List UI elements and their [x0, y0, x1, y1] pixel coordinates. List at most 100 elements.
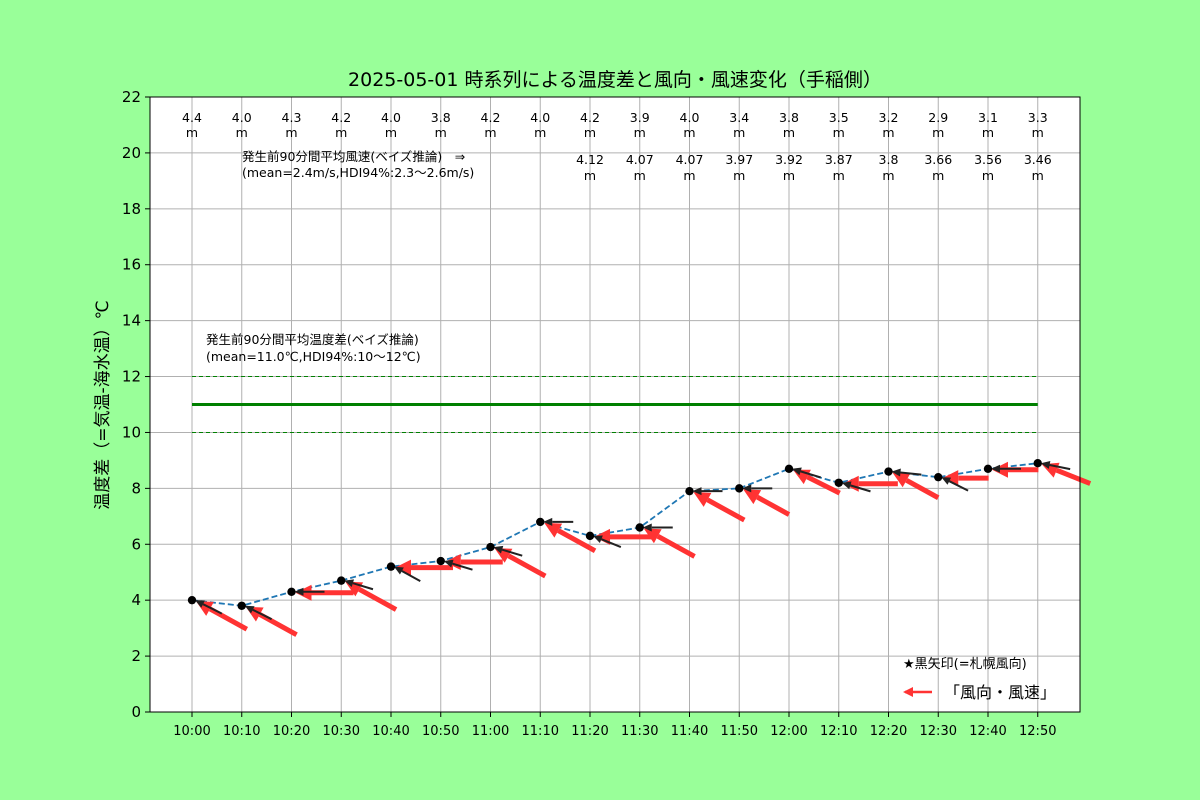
predicted-wind-label: 3.8	[879, 152, 899, 167]
wind-speed-label: 4.0	[680, 110, 700, 125]
wind-speed-label: 3.1	[978, 110, 998, 125]
predicted-wind-label: 4.07	[626, 152, 654, 167]
chart-title: 2025-05-01 時系列による温度差と風向・風速変化（手稲側）	[348, 69, 882, 91]
predicted-wind-label: 3.97	[725, 152, 753, 167]
data-point	[237, 601, 246, 610]
predicted-wind-unit: m	[783, 168, 795, 183]
x-tick-label: 10:10	[223, 724, 260, 739]
wind-arrow-black-head	[593, 535, 603, 543]
wind-arrow-red-head	[892, 472, 911, 488]
wind-speed-unit: m	[435, 125, 447, 140]
wind-speed-label: 3.5	[829, 110, 849, 125]
data-point	[685, 486, 694, 496]
data-point	[884, 467, 893, 476]
data-point	[834, 478, 843, 487]
wind-arrow-black-shaft	[501, 548, 523, 557]
wind-speed-unit: m	[733, 125, 745, 140]
legend: ★黒矢印(=札幌風向) 「風向・風速」	[903, 656, 1056, 702]
wind-arrow-black-shaft	[600, 538, 622, 548]
wind-speed-unit: m	[783, 125, 795, 140]
wind-arrow-black-shaft	[452, 562, 473, 571]
wind-arrow-red	[544, 522, 597, 554]
wind-arrow-red-shaft	[258, 612, 298, 637]
data-point	[287, 587, 296, 596]
wind-arrow-red-head	[693, 492, 712, 507]
wind-speed-unit: m	[385, 125, 397, 140]
wind-arrow-black-shaft	[850, 484, 871, 493]
x-tick-label: 11:30	[621, 724, 658, 739]
wind-arrow-red-shaft	[656, 534, 696, 559]
bayes-temp-label-1: 発生前90分間平均温度差(ベイズ推論)	[206, 332, 419, 347]
wind-arrow-black-head	[991, 464, 1000, 473]
wind-speed-label: 2.9	[928, 110, 948, 125]
wind-arrow-red-shaft	[806, 474, 841, 496]
wind-arrow-black-head	[195, 600, 205, 608]
wind-speed-unit: m	[982, 125, 994, 140]
wind-arrow-red-shaft	[208, 606, 249, 632]
wind-speed-unit: m	[932, 125, 944, 140]
wind-arrow-red-shaft	[557, 528, 597, 554]
y-tick-label: 10	[122, 423, 141, 441]
x-tick-label: 11:40	[671, 724, 708, 739]
y-tick-label: 16	[122, 256, 141, 274]
wind-arrow-black-shaft	[800, 470, 822, 479]
wind-speed-unit: m	[833, 125, 845, 140]
predicted-wind-unit: m	[833, 168, 845, 183]
wind-arrow-black-head	[543, 517, 553, 526]
wind-arrow-black	[642, 523, 673, 532]
wind-arrow-black	[195, 600, 223, 615]
wind-speed-label: 4.2	[331, 110, 351, 125]
predicted-wind-unit: m	[1032, 168, 1044, 183]
wind-speed-label: 3.4	[729, 110, 749, 125]
wind-arrow-black-head	[941, 477, 952, 485]
data-point	[436, 556, 445, 566]
bayes-wind-label-2: (mean=2.4m/s,HDI94%:2.3〜2.6m/s)	[242, 165, 474, 180]
wind-speed-label: 4.3	[282, 110, 302, 125]
wind-arrow-black-head	[443, 559, 454, 568]
data-point	[187, 595, 197, 605]
wind-arrow-black-shaft	[900, 471, 922, 476]
data-point	[536, 517, 545, 527]
wind-arrow-black-head	[792, 467, 802, 476]
wind-speed-unit: m	[584, 125, 596, 140]
wind-speed-label: 4.4	[182, 110, 202, 125]
predicted-wind-unit: m	[982, 168, 994, 183]
wind-speed-label: 3.3	[1028, 110, 1048, 125]
wind-arrow-black-head	[394, 566, 404, 575]
predicted-wind-unit: m	[634, 168, 646, 183]
y-tick-label: 18	[122, 200, 141, 218]
predicted-wind-label: 3.66	[924, 152, 952, 167]
wind-arrow-black-head	[493, 545, 504, 554]
data-point	[983, 464, 993, 473]
x-tick-label: 12:30	[920, 724, 957, 739]
y-tick-label: 4	[131, 591, 141, 609]
plot-frame	[149, 96, 1081, 713]
wind-arrow-black	[394, 566, 421, 582]
labels: 0 2 4 6 8 10 12 14 16 18 20 22 10:00 10:10 10:20 10:30 1…	[122, 88, 1057, 739]
wind-speed-unit: m	[484, 125, 496, 140]
wind-speed-unit: m	[634, 125, 646, 140]
wind-arrow-black-shaft	[1049, 463, 1071, 471]
wind-arrow-black	[891, 468, 922, 477]
wind-arrow-black-head	[742, 484, 752, 493]
wind-arrow-black-head	[692, 487, 702, 496]
legend-arrow-head	[903, 687, 913, 697]
data-point	[635, 523, 644, 532]
wind-arrows	[187, 459, 1092, 637]
wind-arrow-black-head	[891, 468, 901, 477]
wind-arrow-black-head	[344, 579, 355, 588]
x-tick-label: 10:50	[422, 724, 459, 739]
bayes-temp-label-2: (mean=11.0℃,HDI94%:10〜12℃)	[206, 349, 421, 364]
x-tick-label: 11:00	[472, 724, 509, 739]
x-tick-label: 12:00	[770, 724, 807, 739]
predicted-wind-unit: m	[882, 168, 894, 183]
predicted-wind-label: 3.87	[825, 152, 853, 167]
wind-speed-label: 3.2	[879, 110, 899, 125]
y-axis-label: 温度差（=気温-海水温）℃	[93, 300, 113, 509]
wind-arrow-red-shaft	[358, 587, 398, 612]
data-point	[386, 562, 396, 571]
predicted-wind-label: 4.07	[676, 152, 704, 167]
x-tick-label: 10:00	[173, 724, 210, 739]
wind-speed-unit: m	[186, 125, 198, 140]
